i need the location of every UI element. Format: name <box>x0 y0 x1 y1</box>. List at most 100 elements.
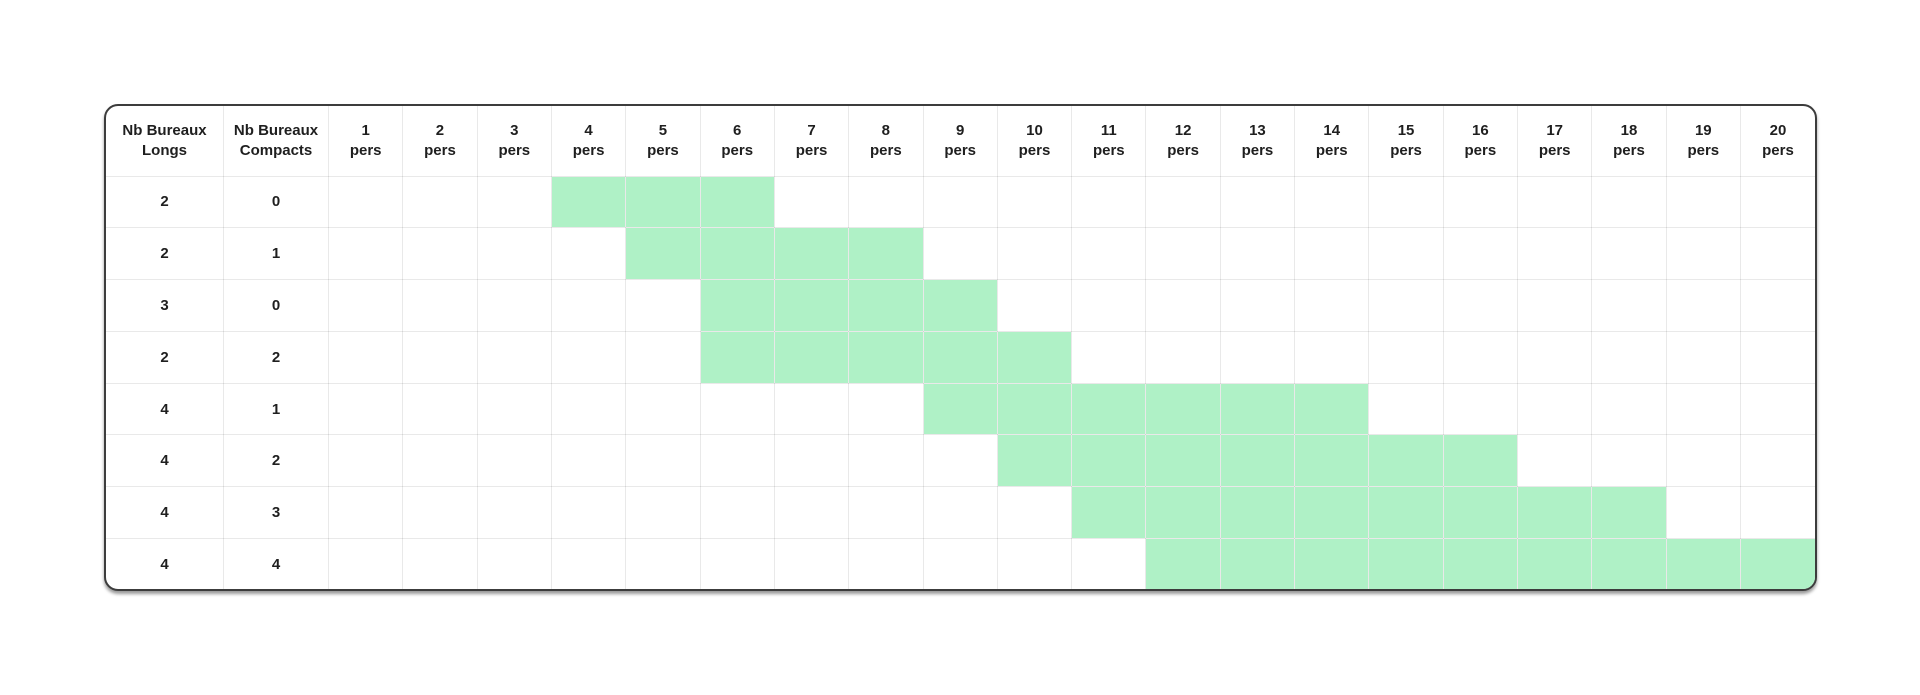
header-pers-unit: pers <box>647 141 679 159</box>
pers-cell-5 <box>625 330 701 384</box>
cell-nb-bureaux-compacts: 2 <box>223 434 329 488</box>
pers-cell-15 <box>1368 434 1444 488</box>
pers-cell-10 <box>996 434 1073 488</box>
pers-cell-20 <box>1739 175 1815 229</box>
header-cell-pers-14: 14 pers <box>1294 106 1370 177</box>
pers-cell-11 <box>1071 330 1147 384</box>
pers-cell-4 <box>550 175 627 229</box>
pers-cell-5 <box>625 538 701 589</box>
header-label-line1: Nb Bureaux <box>122 121 207 139</box>
pers-cell-17 <box>1516 175 1593 229</box>
pers-cell-1 <box>327 434 404 488</box>
pers-cell-16 <box>1442 175 1519 229</box>
pers-cell-15 <box>1368 382 1444 436</box>
pers-cell-14 <box>1294 175 1370 229</box>
pers-cell-6 <box>699 279 775 332</box>
cell-nb-bureaux-longs: 4 <box>106 486 224 540</box>
pers-cell-19 <box>1665 227 1741 281</box>
pers-cell-7 <box>773 279 850 332</box>
pers-cell-18 <box>1591 486 1667 540</box>
header-pers-number: 11 <box>1100 121 1117 139</box>
cell-nb-bureaux-longs: 4 <box>106 538 224 589</box>
pers-cell-18 <box>1591 227 1667 281</box>
pers-cell-20 <box>1739 538 1815 589</box>
pers-cell-11 <box>1071 538 1147 589</box>
cell-nb-bureaux-longs: 4 <box>106 434 224 488</box>
cell-nb-bureaux-longs: 4 <box>106 382 224 436</box>
header-label-line1: Nb Bureaux <box>233 121 319 139</box>
pers-cell-17 <box>1516 279 1593 332</box>
pers-cell-13 <box>1219 434 1296 488</box>
pers-cell-6 <box>699 382 775 436</box>
pers-cell-16 <box>1442 227 1519 281</box>
pers-cell-11 <box>1071 486 1147 540</box>
pers-cell-2 <box>402 538 478 589</box>
pers-cell-10 <box>996 227 1073 281</box>
pers-cell-17 <box>1516 486 1593 540</box>
header-pers-number: 19 <box>1694 121 1712 139</box>
pers-cell-2 <box>402 434 478 488</box>
pers-cell-15 <box>1368 538 1444 589</box>
pers-cell-13 <box>1219 330 1296 384</box>
header-pers-unit: pers <box>1613 141 1645 159</box>
pers-cell-17 <box>1516 330 1593 384</box>
pers-cell-14 <box>1294 279 1370 332</box>
header-pers-unit: pers <box>1762 141 1794 159</box>
capacity-table-card: Nb Bureaux Longs Nb Bureaux Compacts 1 pers 2 p… <box>104 104 1817 591</box>
pers-cell-14 <box>1294 486 1370 540</box>
cell-nb-bureaux-compacts: 0 <box>223 279 329 332</box>
header-cell-pers-9: 9 pers <box>922 106 998 177</box>
pers-cell-12 <box>1145 434 1221 488</box>
header-pers-number: 13 <box>1249 121 1266 139</box>
pers-cell-16 <box>1442 330 1519 384</box>
pers-cell-7 <box>773 486 850 540</box>
pers-cell-14 <box>1294 382 1370 436</box>
pers-cell-19 <box>1665 434 1741 488</box>
capacity-table: Nb Bureaux Longs Nb Bureaux Compacts 1 pers 2 p… <box>106 106 1815 589</box>
pers-cell-13 <box>1219 486 1296 540</box>
pers-cell-7 <box>773 538 850 589</box>
pers-cell-11 <box>1071 175 1147 229</box>
pers-cell-4 <box>550 382 627 436</box>
header-pers-number: 7 <box>807 121 816 139</box>
header-label-line2: Longs <box>142 141 187 159</box>
pers-cell-5 <box>625 227 701 281</box>
pers-cell-9 <box>922 227 998 281</box>
header-pers-unit: pers <box>1687 141 1720 159</box>
header-pers-unit: pers <box>1390 141 1422 159</box>
pers-cell-13 <box>1219 227 1296 281</box>
header-pers-number: 18 <box>1620 121 1638 139</box>
pers-cell-7 <box>773 330 850 384</box>
cell-nb-bureaux-compacts: 4 <box>223 538 329 589</box>
header-pers-unit: pers <box>349 141 382 159</box>
header-pers-unit: pers <box>1018 141 1051 159</box>
cell-nb-bureaux-compacts: 3 <box>223 486 329 540</box>
pers-cell-17 <box>1516 382 1593 436</box>
pers-cell-15 <box>1368 330 1444 384</box>
pers-cell-19 <box>1665 175 1741 229</box>
header-pers-unit: pers <box>1464 141 1497 159</box>
header-cell-pers-16: 16 pers <box>1442 106 1519 177</box>
header-cell-pers-11: 11 pers <box>1071 106 1147 177</box>
pers-cell-12 <box>1145 279 1221 332</box>
pers-cell-5 <box>625 175 701 229</box>
header-pers-number: 8 <box>881 121 891 139</box>
pers-cell-16 <box>1442 486 1519 540</box>
pers-cell-4 <box>550 434 627 488</box>
pers-cell-15 <box>1368 227 1444 281</box>
header-cell-pers-3: 3 pers <box>476 106 552 177</box>
header-pers-number: 3 <box>510 121 519 139</box>
header-pers-unit: pers <box>944 141 976 159</box>
pers-cell-5 <box>625 486 701 540</box>
pers-cell-19 <box>1665 486 1741 540</box>
pers-cell-6 <box>699 434 775 488</box>
header-pers-unit: pers <box>870 141 902 159</box>
header-cell-pers-5: 5 pers <box>625 106 701 177</box>
cell-nb-bureaux-longs: 2 <box>106 330 224 384</box>
header-cell-pers-12: 12 pers <box>1145 106 1221 177</box>
pers-cell-8 <box>848 279 924 332</box>
pers-cell-10 <box>996 175 1073 229</box>
